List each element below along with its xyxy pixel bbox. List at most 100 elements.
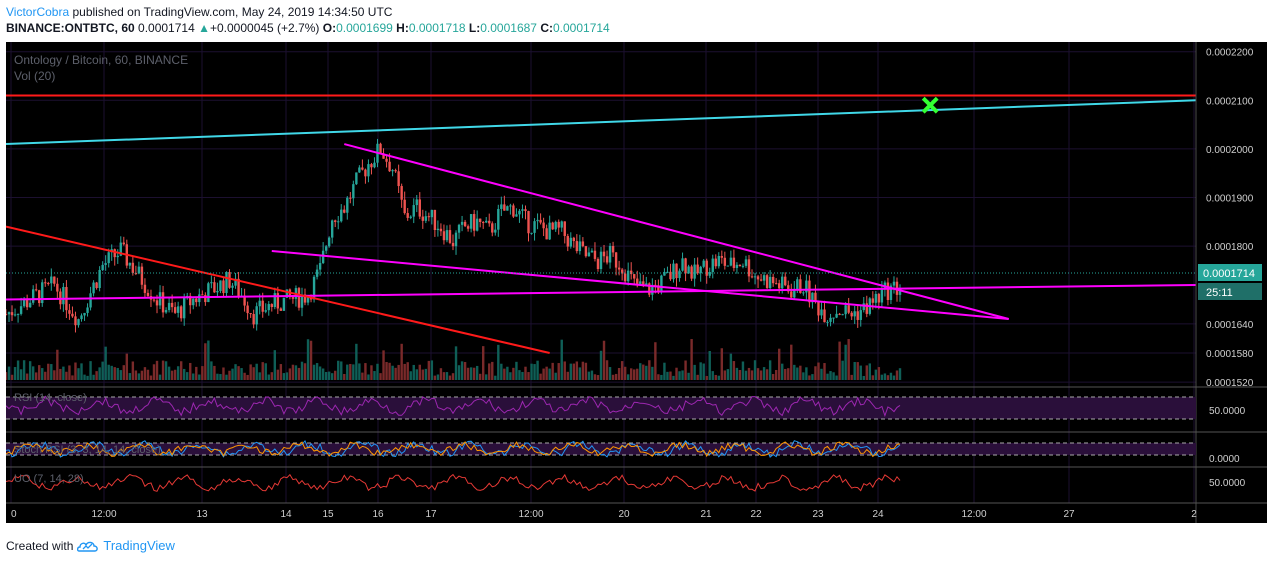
publish-text: published on TradingView.com, May 24, 20… [69,5,393,19]
chart-area[interactable]: 0.0001714 25:11 0.0002200 0.0002100 0.0002… [4,42,1267,523]
volume-bar [539,373,542,380]
volume-bar [427,360,431,380]
price-axis[interactable]: 0.0002200 0.0002100 0.0002000 0.0001900 0.00… [1206,48,1254,389]
candle-body [717,256,720,267]
volume-bar [617,368,621,380]
volume-bar [415,369,418,380]
candle-body [747,259,751,277]
candle-body [521,209,524,211]
chart-title: Ontology / Bitcoin, 60, BINANCE [14,53,188,67]
target-x-stroke [921,96,939,114]
price-tick-label: 0.0001640 [1206,320,1254,331]
volume-bar [518,370,521,380]
volume-bar [530,363,533,380]
volume-bar [288,368,292,380]
volume-bar [790,344,793,380]
volume-bar [361,372,364,380]
volume-bar [303,363,307,380]
volume-bar [255,363,258,380]
candle-body [192,298,195,306]
volume-bar [10,374,14,380]
volume-bar [865,365,868,380]
candle-body [578,241,582,252]
volume-bar [273,350,277,380]
candle-body [291,297,295,299]
volume-bar [173,369,177,380]
candle-body [62,286,65,305]
candle-body [300,294,304,308]
chart-svg[interactable]: 0.0001714 25:11 0.00022000.00021000.0002… [4,42,1267,523]
volume-bar [149,375,153,380]
candle-body [551,222,554,230]
candle-body [898,290,902,295]
volume-bar [590,370,594,380]
volume-bar [334,370,337,380]
candle-body [264,310,267,312]
candle-body [554,221,557,230]
volume-bar [47,363,50,380]
candle-body [663,271,666,276]
volume-bar [38,365,41,380]
candle-body [442,231,446,241]
volume-bar [753,360,757,380]
high-value: 0.0001718 [408,21,466,35]
candle-body [820,309,823,316]
uo-label: UO (7, 14, 28) [14,473,84,485]
time-axis[interactable]: 0 12:00 13 14 15 16 17 12:00 20 21 22 23 24 12:00 27 2 [11,509,1197,520]
candle-body [101,264,104,271]
candle-body [68,310,71,314]
candle-body [790,291,793,298]
candle-body [524,209,527,212]
volume-bar [666,371,669,380]
candle-body [485,220,488,223]
candle-body [850,312,853,317]
volume-bar [787,368,790,380]
candle-body [261,300,264,312]
candle-body [478,218,482,223]
candle-body [324,246,328,251]
volume-bar [759,370,763,380]
volume-bar [98,367,101,380]
candle-body [330,220,334,238]
candle-body [584,246,588,257]
volume-bar [675,367,678,380]
volume-bar [696,374,699,380]
candle-body [826,321,829,323]
candle-body [877,293,881,303]
candle-body [784,276,787,286]
candle-body [593,250,597,259]
volume-bar [889,372,893,380]
candle-body [802,292,805,294]
volume-bar [463,362,467,380]
ohlc-line: BINANCE:ONTBTC, 60 0.0001714 ▲+0.0000045… [6,20,610,36]
candle-body [119,242,122,256]
candle-body [246,305,249,314]
volume-bar [657,374,660,380]
candle-body [787,285,790,292]
candle-body [225,272,228,294]
author-link[interactable]: VictorCobra [6,5,70,19]
volume-bar [817,362,820,380]
candle-body [279,308,283,311]
volume-bar [119,370,122,380]
candle-body [13,314,17,316]
candle-body [611,245,615,253]
candle-body [222,280,225,294]
tradingview-link[interactable]: TradingView [103,538,175,553]
volume-bar [702,363,705,380]
volume-bar [343,374,346,380]
volume-bar [717,375,720,380]
volume-bars [4,339,902,380]
candle-body [158,292,162,306]
candle-body [421,216,425,221]
price-tick-label: 0.0002200 [1206,48,1254,59]
candle-body [22,299,26,307]
candle-body [394,170,397,172]
volume-bar [291,364,295,380]
candle-body [74,316,77,326]
candle-body [750,276,754,278]
volume-bar [170,370,174,380]
candle-body [744,259,748,266]
volume-bar [276,369,280,380]
candle-body [793,289,796,298]
